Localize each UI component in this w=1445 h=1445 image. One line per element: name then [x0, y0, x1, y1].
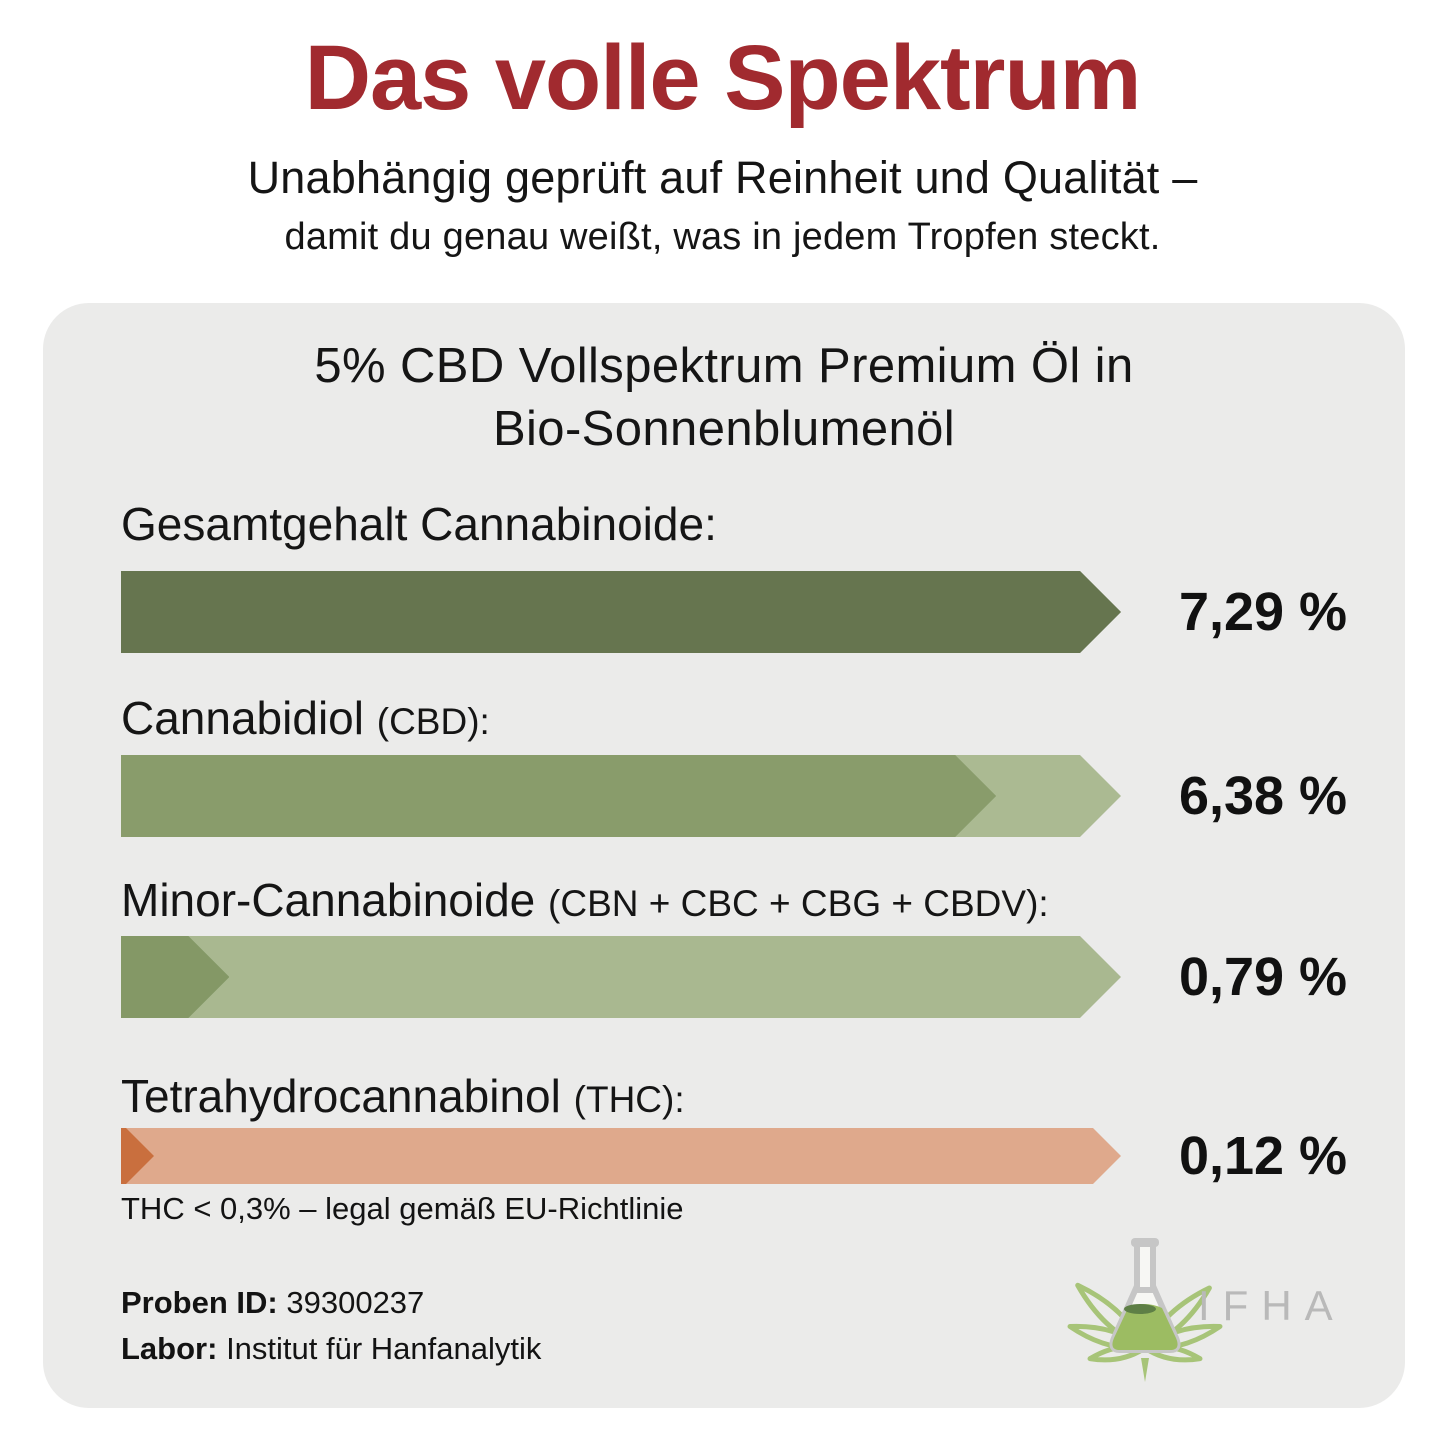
bar-thc	[121, 1128, 1121, 1184]
bar-label-gesamtgehalt: Gesamtgehalt Cannabinoide:	[121, 498, 717, 550]
bar-cbd	[121, 755, 1121, 837]
page-title: Das volle Spektrum	[304, 27, 1142, 129]
page-subtitle-line1: Unabhängig geprüft auf Reinheit und Qual…	[247, 152, 1198, 203]
bar-label-thc: Tetrahydrocannabinol (THC):	[121, 1070, 685, 1122]
flask-icon	[1109, 1238, 1181, 1353]
labor-value: Institut für Hanfanalytik	[226, 1331, 542, 1366]
page-subtitle-line2: damit du genau weißt, was in jedem Tropf…	[284, 216, 1161, 258]
bar-value-minor: 0,79 %	[1178, 947, 1348, 1007]
bar-label-cbd: Cannabidiol (CBD):	[121, 692, 490, 744]
bar-fill-thc	[121, 1128, 154, 1184]
bar-fill-cbd	[121, 755, 996, 837]
bar-value-cbd: 6,38 %	[1178, 766, 1348, 826]
bar-fill-minor	[121, 936, 229, 1018]
proben-id-value: 39300237	[286, 1285, 425, 1320]
product-title-line2: Bio-Sonnenblumenöl	[492, 402, 956, 456]
bar-fill-gesamtgehalt	[121, 571, 1121, 653]
bar-value-gesamtgehalt: 7,29 %	[1178, 582, 1348, 642]
proben-id-line: Proben ID: 39300237	[121, 1285, 424, 1321]
proben-id-label: Proben ID:	[121, 1285, 278, 1320]
bar-value-thc: 0,12 %	[1178, 1126, 1348, 1186]
lab-report-card: 5% CBD Vollspektrum Premium Öl in Bio-Son…	[43, 303, 1405, 1408]
bar-minor	[121, 936, 1121, 1018]
labor-label: Labor:	[121, 1331, 218, 1366]
thc-legal-footnote: THC < 0,3% – legal gemäß EU-Richtlinie	[121, 1191, 684, 1226]
labor-line: Labor: Institut für Hanfanalytik	[121, 1331, 541, 1367]
product-title-line1: 5% CBD Vollspektrum Premium Öl in	[314, 339, 1134, 393]
ifha-logo: IFHA	[1067, 1238, 1346, 1382]
bar-label-minor: Minor-Cannabinoide (CBN + CBC + CBG + CB…	[121, 874, 1049, 926]
ifha-logo-text: IFHA	[1198, 1282, 1346, 1329]
bar-gesamtgehalt	[121, 571, 1121, 653]
product-title: 5% CBD Vollspektrum Premium Öl in Bio-Son…	[43, 335, 1405, 461]
